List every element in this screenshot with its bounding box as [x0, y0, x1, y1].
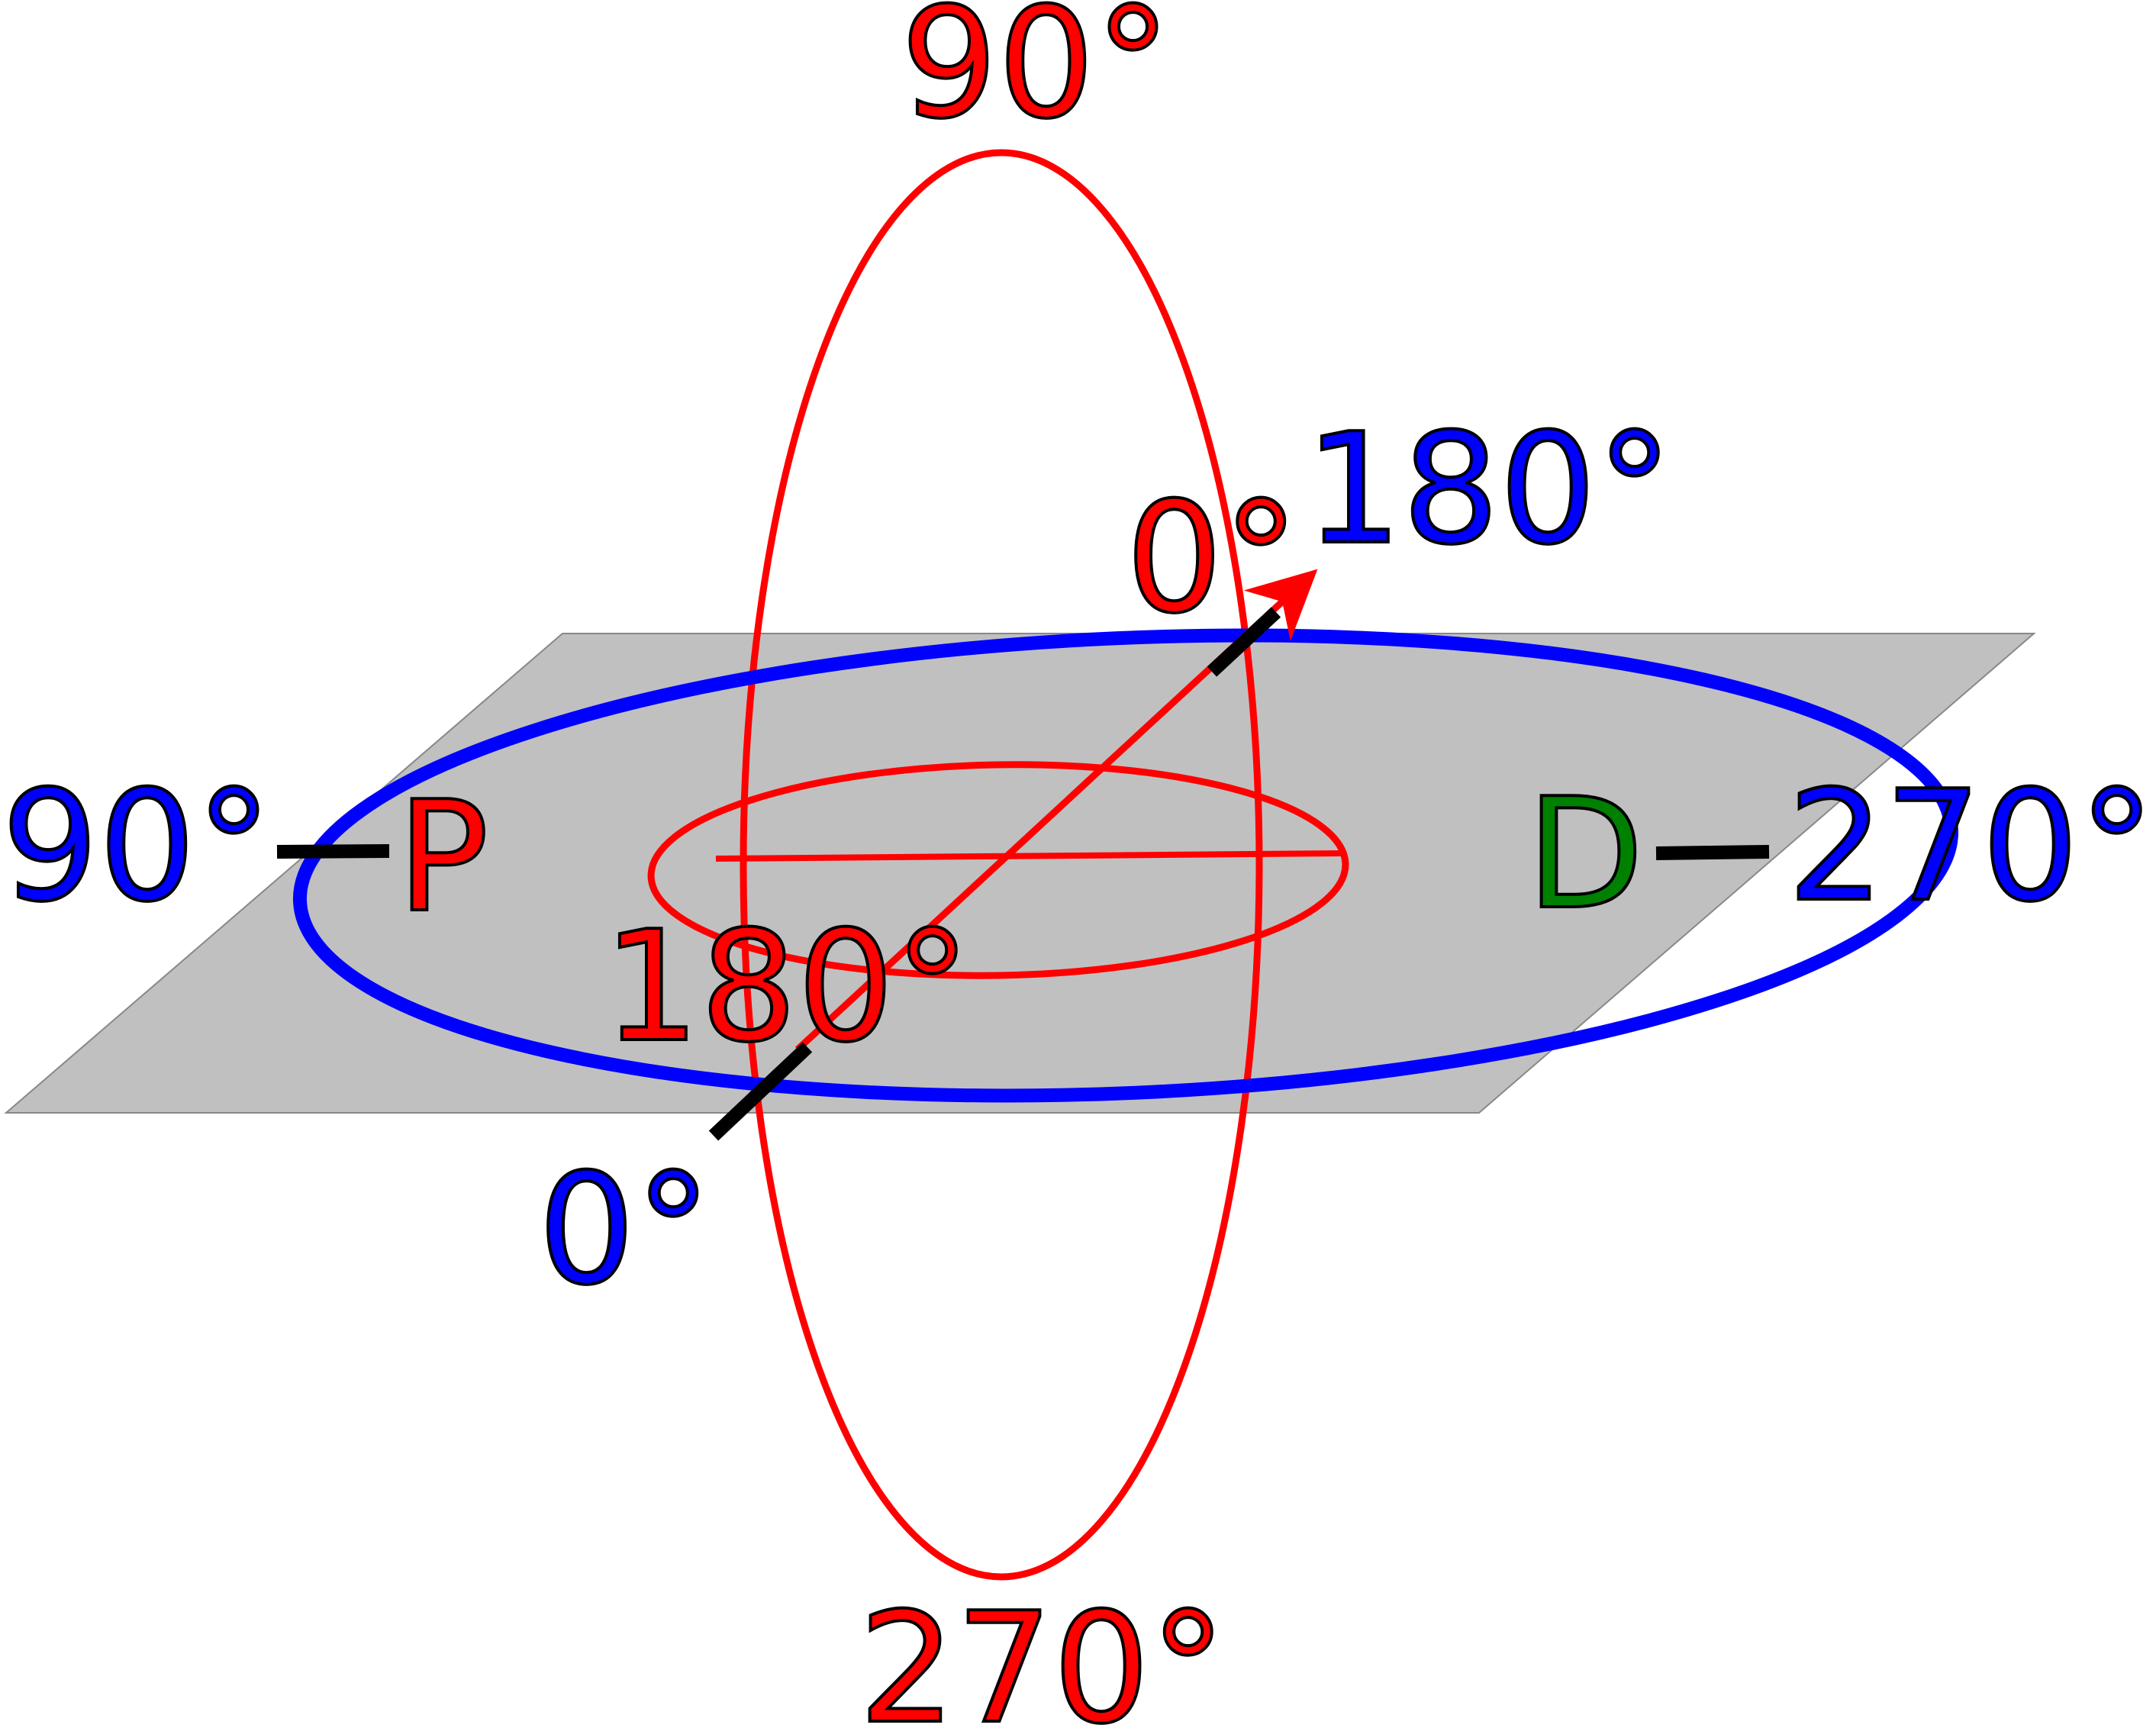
horizontal-plane: [4, 633, 2036, 1114]
label-blue-0: 0°: [538, 1141, 711, 1319]
tick-point-d: [1655, 845, 1770, 860]
label-blue-90: 90°: [2, 758, 272, 936]
label-red-90: 90°: [901, 0, 1171, 153]
label-red-180: 180°: [603, 898, 971, 1076]
inner-red-diameter: [715, 850, 1344, 862]
inner-red-ellipse: [647, 761, 1349, 979]
vertical-red-ellipse: [740, 149, 1263, 1581]
label-red-0: 0°: [1126, 469, 1299, 647]
label-blue-180: 180°: [1305, 401, 1673, 579]
label-point-d: D: [1526, 766, 1644, 943]
blue-horizontal-ellipse: [292, 628, 1959, 1103]
tick-blue-zero: [708, 1042, 813, 1141]
tick-point-p: [276, 844, 390, 859]
label-blue-270: 270°: [1787, 758, 2155, 936]
label-point-p: P: [397, 769, 489, 946]
label-red-270: 270°: [859, 1580, 1226, 1728]
tick-red-zero: [1207, 607, 1281, 677]
